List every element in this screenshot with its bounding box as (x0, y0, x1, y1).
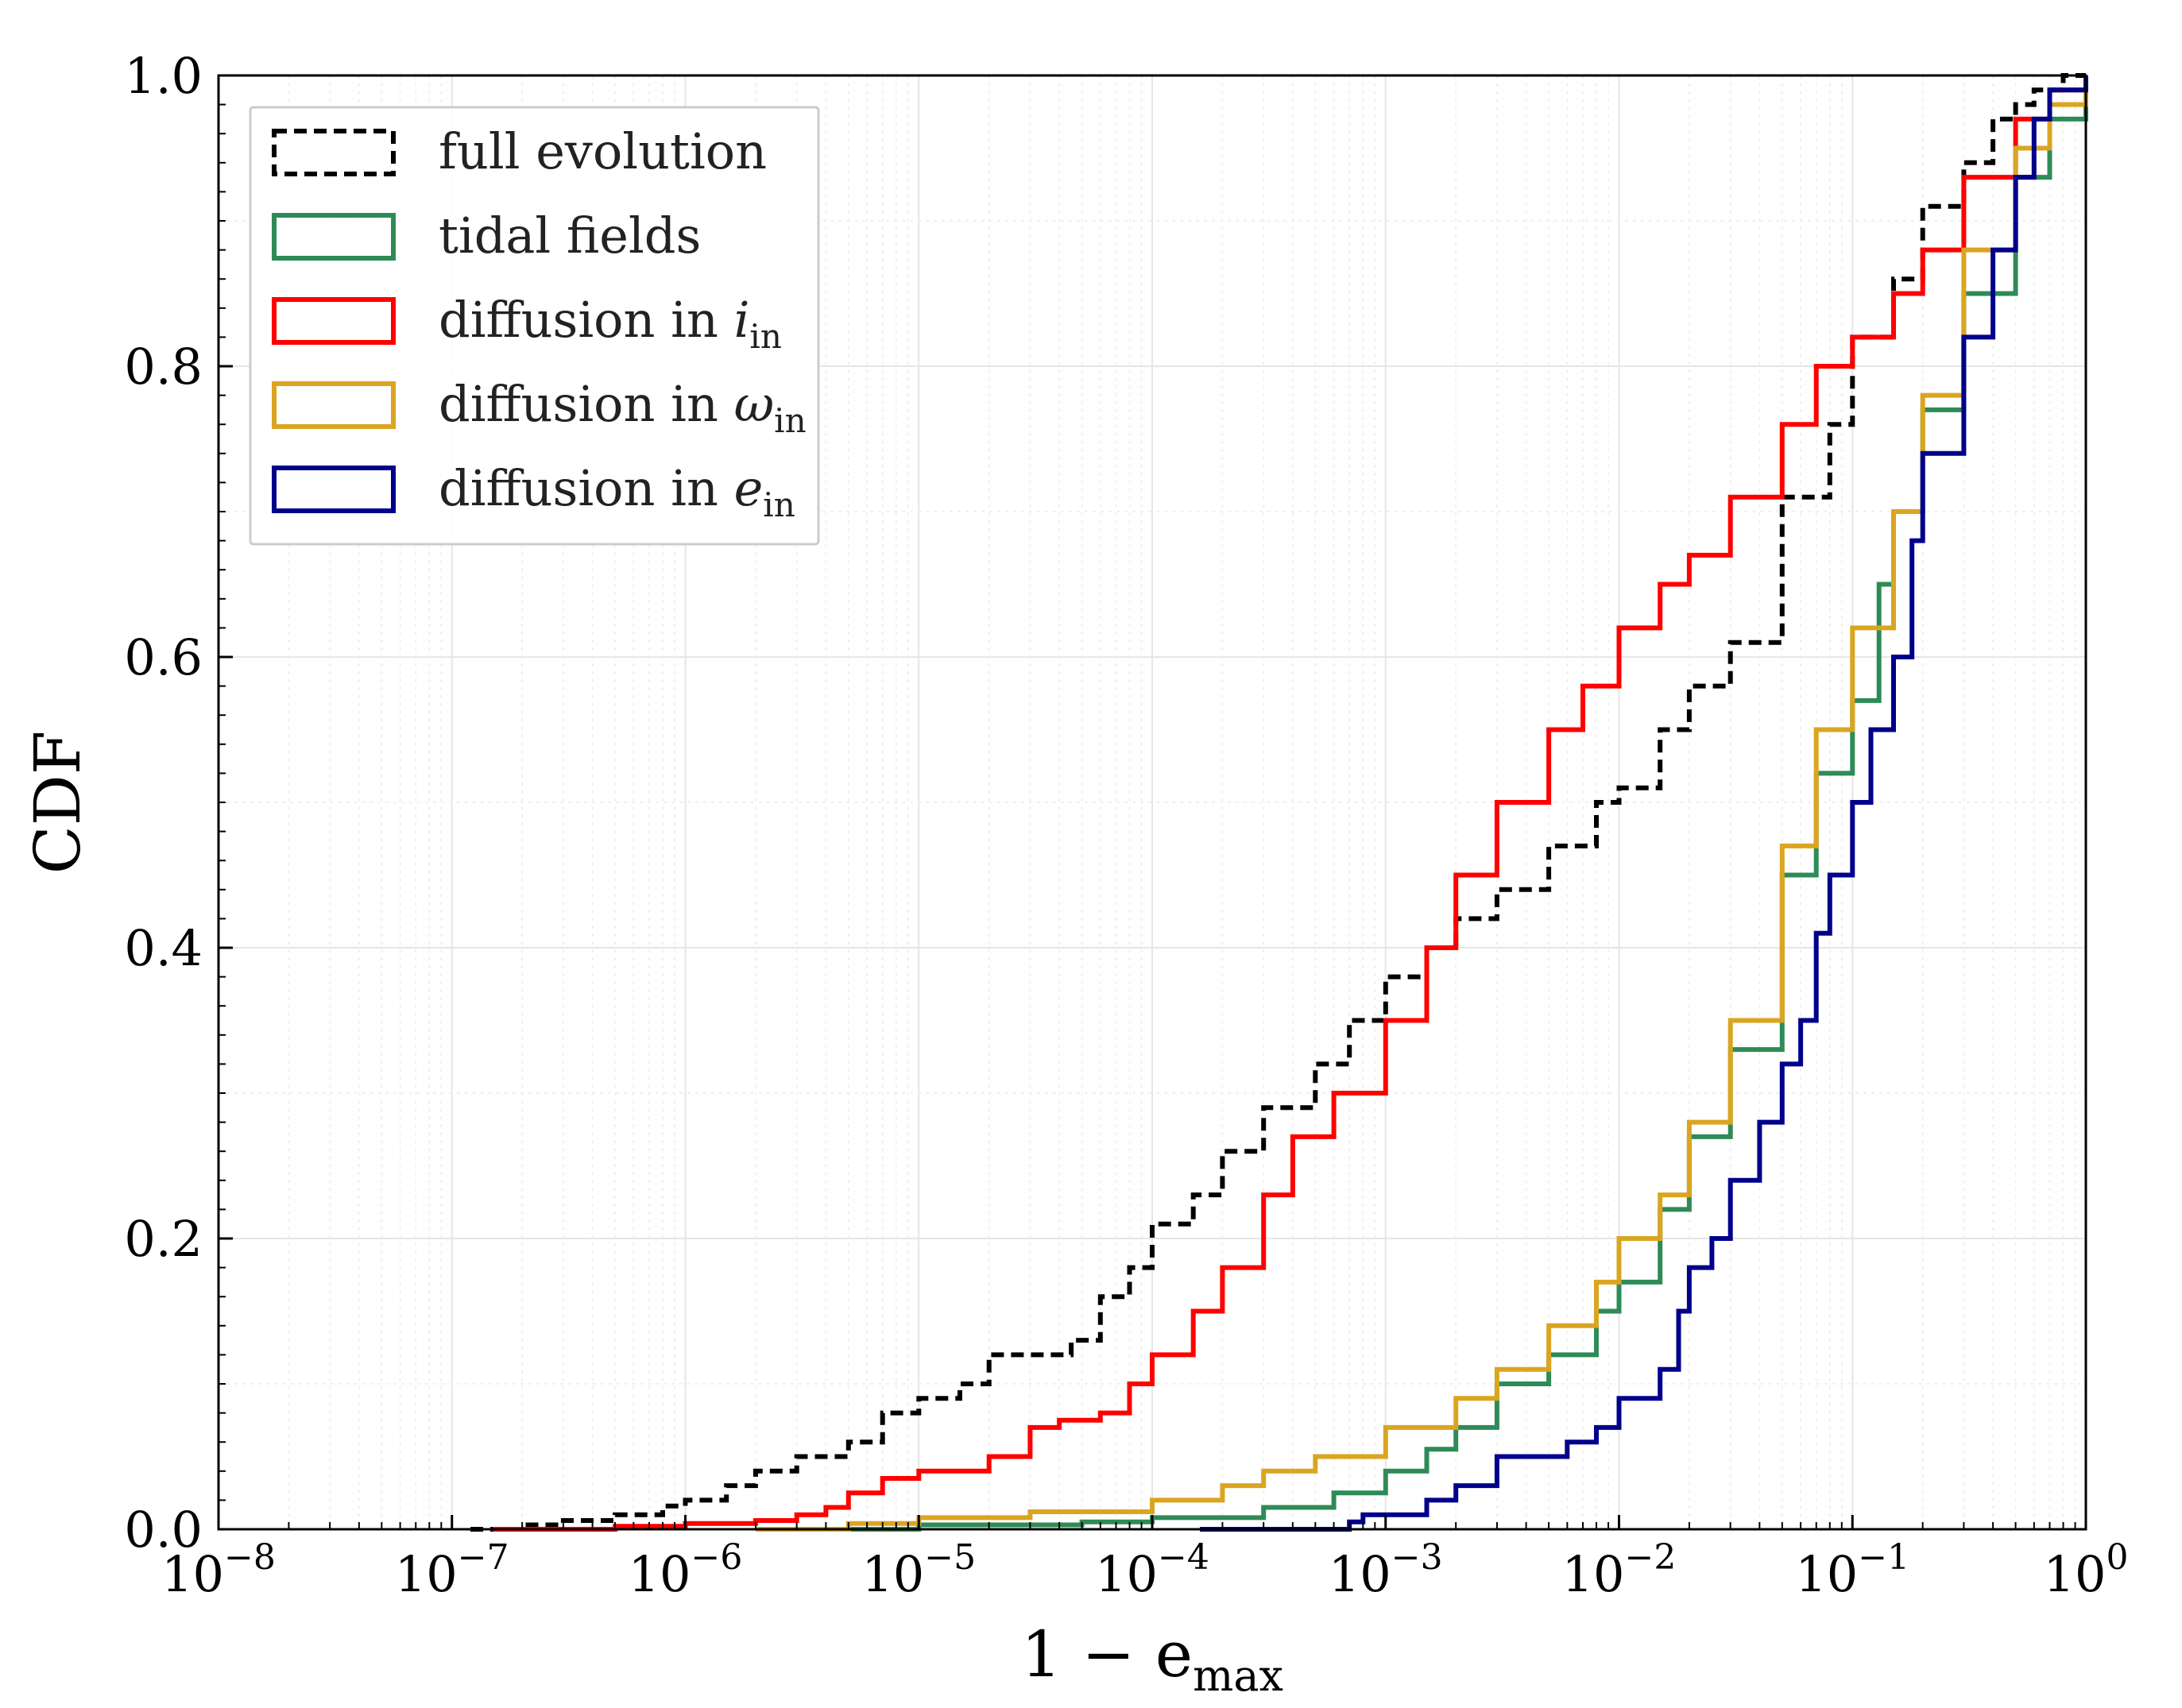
x-tick-label: 100 (2044, 1537, 2129, 1603)
series-line-3 (493, 75, 2088, 1532)
x-tick-label: 10−4 (1095, 1537, 1209, 1603)
legend-swatch-3 (272, 297, 396, 345)
legend-swatch-4 (272, 381, 396, 429)
x-tick-label: 10−5 (861, 1537, 976, 1603)
legend-swatch-2 (272, 213, 396, 261)
legend: full evolution tidal fields diffusion in i… (249, 106, 820, 546)
series-line-4 (755, 75, 2088, 1532)
series-line-5 (1200, 75, 2088, 1532)
x-tick-label: 10−6 (629, 1537, 743, 1603)
legend-label-2: tidal fields (439, 207, 701, 265)
x-tick-label: 10−1 (1795, 1537, 1909, 1603)
x-tick-label: 10−2 (1562, 1537, 1677, 1603)
legend-label-4: diffusion in ωin (439, 375, 807, 440)
legend-label-5: diffusion in ein (439, 459, 795, 524)
legend-label-1: full evolution (439, 122, 767, 180)
x-axis-label: 1 − emax (1021, 1617, 1283, 1701)
x-tick-label: 10−3 (1329, 1537, 1443, 1603)
y-tick-label: 0.2 (124, 1210, 203, 1268)
y-tick-label: 0.0 (124, 1501, 203, 1559)
x-tick-label: 10−7 (395, 1537, 509, 1603)
axis-ticks: 10−8 10−7 10−6 10−5 10−4 10−3 10−2 10−1 100 0.0 0.… (124, 47, 2128, 1603)
y-tick-label: 0.6 (124, 628, 203, 686)
legend-label-3: diffusion in iin (439, 291, 782, 356)
legend-swatch-5 (272, 466, 396, 513)
y-tick-label: 1.0 (124, 47, 203, 105)
y-tick-label: 0.4 (124, 919, 203, 977)
y-axis-label: CDF (21, 731, 95, 875)
x-tick-label: 10−8 (161, 1537, 276, 1603)
y-tick-label: 0.8 (124, 338, 203, 396)
legend-swatch-1 (272, 129, 396, 176)
series-layer (470, 73, 2088, 1532)
